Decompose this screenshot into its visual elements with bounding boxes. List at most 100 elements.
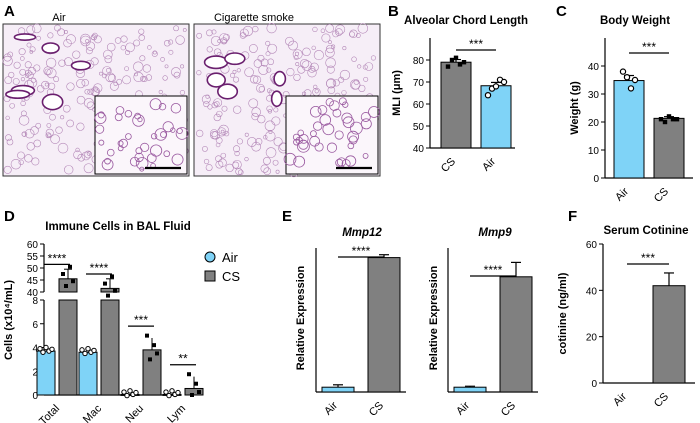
inset-alveolus bbox=[139, 166, 145, 172]
alveolus-mark bbox=[90, 35, 96, 40]
data-point bbox=[110, 274, 114, 279]
alveolus-mark bbox=[326, 78, 337, 89]
alveolus-mark bbox=[213, 98, 223, 108]
alveolus-mark bbox=[168, 39, 174, 45]
y-tick-label: 10 bbox=[588, 146, 600, 157]
data-point bbox=[82, 350, 88, 357]
y-tick-label: 70 bbox=[413, 78, 425, 89]
alveolus-mark bbox=[220, 152, 227, 159]
inset-alveolus bbox=[322, 123, 335, 136]
alveolus-mark bbox=[6, 138, 14, 146]
y-axis-label-mmp12: Relative Expression bbox=[295, 265, 307, 370]
alveolus-mark bbox=[116, 78, 123, 85]
bar-cs bbox=[142, 349, 162, 396]
alveolus-mark bbox=[233, 76, 240, 83]
alveolus-mark bbox=[12, 78, 20, 85]
alveolus-mark bbox=[237, 169, 244, 176]
alveolus-mark bbox=[142, 64, 152, 73]
y-tick-label: 60 bbox=[586, 240, 598, 251]
legend-label-cs: CS bbox=[222, 269, 240, 284]
alveolus-mark bbox=[5, 115, 10, 120]
panel-letter-d: D bbox=[4, 208, 15, 225]
alveolus-mark bbox=[122, 75, 132, 85]
inset-alveolus bbox=[362, 153, 369, 159]
data-point bbox=[40, 349, 46, 355]
alveolus-mark bbox=[24, 154, 33, 163]
alveolus-mark bbox=[196, 32, 203, 39]
data-point bbox=[91, 347, 97, 354]
data-point bbox=[631, 76, 639, 84]
y-axis-label: MLI (μm) bbox=[391, 70, 403, 116]
inset-alveolus bbox=[158, 103, 167, 111]
alveolus-mark bbox=[18, 115, 30, 126]
alveolus-mark bbox=[20, 100, 26, 106]
alveolus-mark bbox=[80, 35, 91, 47]
alveolus-mark bbox=[307, 68, 317, 78]
inset-alveolus bbox=[98, 139, 105, 146]
x-tick-label: Air bbox=[611, 390, 629, 408]
data-point bbox=[61, 272, 65, 276]
alveolus-mark bbox=[179, 90, 186, 96]
inset-alveolus bbox=[360, 112, 371, 122]
bar-air bbox=[78, 351, 98, 396]
data-point bbox=[658, 117, 664, 122]
alveolus-mark bbox=[214, 101, 220, 107]
alveolus-mark bbox=[138, 28, 145, 35]
alveolus-mark bbox=[219, 33, 229, 43]
alveolus-mark bbox=[266, 23, 277, 34]
alveolus-mark bbox=[325, 57, 336, 68]
alveolus-mark bbox=[53, 76, 60, 83]
alveolus-mark bbox=[357, 23, 369, 34]
inset-alveolus bbox=[162, 121, 174, 133]
panel-title: Immune Cells in BAL Fluid bbox=[45, 221, 190, 233]
alveolus-mark bbox=[236, 138, 243, 145]
alveolus-mark bbox=[253, 59, 263, 68]
airway-mark bbox=[273, 70, 287, 87]
alveolus-mark bbox=[73, 150, 82, 160]
alveolus-mark bbox=[145, 74, 153, 81]
alveolus-mark bbox=[151, 50, 158, 57]
alveolus-mark bbox=[44, 68, 51, 75]
y-axis-label: Cells (x10⁴/mL) bbox=[3, 280, 15, 360]
alveolus-mark bbox=[258, 64, 269, 75]
data-point bbox=[187, 372, 191, 377]
alveolus-mark bbox=[162, 75, 168, 81]
alveolus-mark bbox=[272, 159, 279, 166]
alveolus-mark bbox=[250, 75, 259, 84]
alveolus-mark bbox=[355, 33, 361, 38]
alveolus-mark bbox=[328, 40, 332, 45]
alveolus-mark bbox=[125, 42, 135, 53]
alveolus-mark bbox=[84, 150, 93, 159]
alveolus-mark bbox=[18, 48, 26, 56]
x-tick-label: CS bbox=[652, 186, 671, 205]
airway-mark bbox=[270, 90, 283, 108]
alveolus-mark bbox=[252, 75, 262, 84]
significance-stars: **** bbox=[484, 263, 503, 277]
alveolus-mark bbox=[215, 142, 221, 148]
alveolus-mark bbox=[85, 41, 96, 51]
data-point bbox=[484, 91, 492, 99]
data-point bbox=[445, 64, 451, 69]
data-point bbox=[166, 392, 172, 399]
x-tick-label: CS bbox=[439, 156, 458, 175]
alveolus-mark bbox=[139, 55, 146, 62]
alveolus-mark bbox=[63, 29, 68, 35]
alveolus-mark bbox=[114, 37, 122, 44]
alveolus-mark bbox=[80, 33, 91, 45]
y-tick-label: 30 bbox=[588, 90, 600, 101]
significance-stars: ** bbox=[178, 352, 188, 366]
airway-mark bbox=[70, 60, 92, 71]
data-point bbox=[194, 381, 198, 386]
alveolus-mark bbox=[2, 55, 13, 67]
alveolus-mark bbox=[49, 113, 56, 121]
alveolus-mark bbox=[29, 46, 36, 53]
alveolus-mark bbox=[85, 47, 93, 55]
inset-alveolus bbox=[293, 155, 306, 168]
alveolus-mark bbox=[285, 36, 294, 46]
alveolus-mark bbox=[35, 122, 42, 129]
significance-stars: **** bbox=[90, 261, 109, 275]
micrograph-label: Air bbox=[52, 12, 66, 24]
alveolus-mark bbox=[266, 88, 272, 94]
panel-letter-e: E bbox=[282, 208, 292, 225]
